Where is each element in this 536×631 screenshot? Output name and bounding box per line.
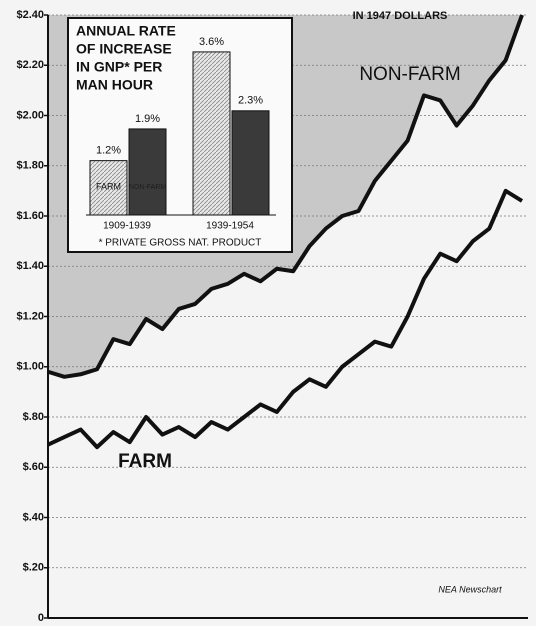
chart: 0 $.20 $.40 $.60 $.80 $1.00 $1.20 $1.40 $1.60 $1.… [0, 0, 536, 626]
y-tick-label: $2.40 [16, 9, 44, 21]
inset-title: MAN HOUR [76, 77, 153, 93]
y-tick-label: $1.00 [16, 361, 44, 373]
x-tick-label: 1909-1939 [103, 221, 151, 232]
source: NEA Newschart [438, 584, 502, 594]
series-label: FARM [96, 181, 121, 191]
value-label: 1.9% [135, 113, 160, 125]
series-label: NON-FARM [129, 184, 167, 191]
y-tick-label: $1.60 [16, 210, 44, 222]
x-tick-label: 1939-1954 [206, 221, 254, 232]
page: 0 $.20 $.40 $.60 $.80 $1.00 $1.20 $1.40 $1.60 $1.… [0, 0, 536, 626]
bar [193, 52, 230, 215]
series-label: NON-FARM [359, 64, 460, 85]
inset-title: IN GNP* PER [76, 59, 162, 75]
inset-title: OF INCREASE [76, 41, 172, 57]
y-tick-label: $.60 [23, 461, 44, 473]
inset-title: ANNUAL RATE [76, 23, 176, 39]
footnote: * PRIVATE GROSS NAT. PRODUCT [99, 238, 262, 249]
value-label: 3.6% [199, 36, 224, 48]
y-tick-label: $.40 [23, 511, 44, 523]
bar [232, 111, 269, 215]
bar [129, 129, 166, 215]
y-tick-label: $.20 [23, 562, 44, 574]
y-tick-label: $2.20 [16, 59, 44, 71]
y-tick-label: $.80 [23, 411, 44, 423]
y-tick-label: $1.20 [16, 310, 44, 322]
y-tick-label: $2.00 [16, 109, 44, 121]
series-label: FARM [118, 451, 172, 472]
y-tick-label: $1.40 [16, 260, 44, 272]
value-label: 1.2% [96, 145, 121, 157]
value-label: 2.3% [238, 95, 263, 107]
subtitle: IN 1947 DOLLARS [353, 10, 448, 22]
y-tick-label: $1.80 [16, 160, 44, 172]
y-tick-label: 0 [38, 612, 44, 624]
